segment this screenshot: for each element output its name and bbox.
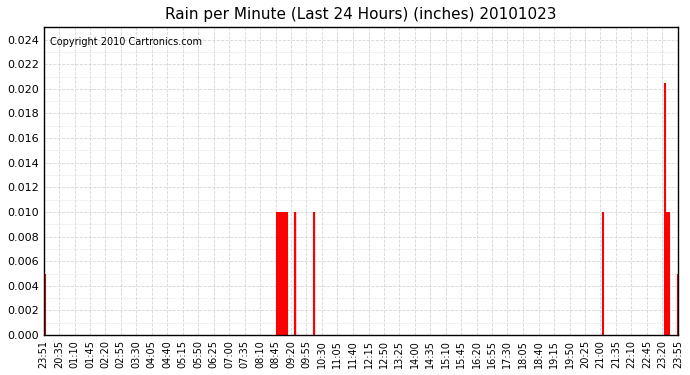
Title: Rain per Minute (Last 24 Hours) (inches) 20101023: Rain per Minute (Last 24 Hours) (inches)… — [165, 7, 557, 22]
Text: Copyright 2010 Cartronics.com: Copyright 2010 Cartronics.com — [50, 36, 202, 46]
